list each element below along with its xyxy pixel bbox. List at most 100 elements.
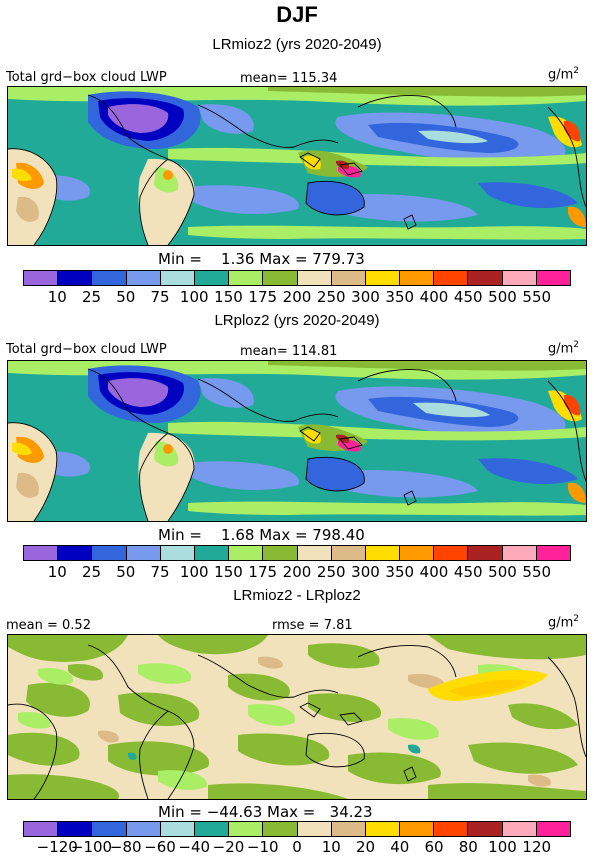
colorbar-tick-label: 400 bbox=[419, 288, 449, 306]
colorbar-swatch bbox=[229, 546, 264, 560]
panel-1-map bbox=[7, 86, 587, 246]
colorbar-tick-label: 50 bbox=[116, 288, 136, 306]
colorbar-swatch bbox=[229, 822, 264, 836]
colorbar-swatch bbox=[92, 546, 127, 560]
colorbar-tick-label: 450 bbox=[453, 563, 483, 581]
colorbar-tick-label: 100 bbox=[488, 838, 517, 856]
colorbar-swatch bbox=[502, 271, 537, 285]
colorbar-swatch bbox=[160, 822, 195, 836]
colorbar-tick-label: 20 bbox=[355, 838, 376, 856]
colorbar-tick-label: 10 bbox=[47, 288, 67, 306]
panel-2-units: g/m2 bbox=[548, 340, 580, 357]
panel-1-subtitle: LRmioz2 (yrs 2020-2049) bbox=[212, 36, 382, 53]
panel-3-subtitle: LRmioz2 - LRploz2 bbox=[233, 587, 361, 604]
colorbar-tick-label: 25 bbox=[81, 288, 102, 306]
colorbar-swatch bbox=[365, 822, 401, 836]
panel-2-field-label: Total grd−box cloud LWP bbox=[6, 342, 167, 357]
panel-3-rmse-label: rmse = 7.81 bbox=[272, 618, 353, 633]
colorbar-tick-label: 300 bbox=[351, 563, 380, 581]
colorbar-tick-label: 250 bbox=[316, 563, 346, 581]
panel-3-units: g/m2 bbox=[548, 614, 580, 631]
colorbar-tick-label: 150 bbox=[214, 563, 243, 581]
colorbar-tick-label: 500 bbox=[488, 563, 517, 581]
colorbar-swatch bbox=[536, 271, 570, 285]
colorbar-tick-label: 10 bbox=[47, 563, 67, 581]
panel-2-colorbar-ticks: 10 25 50 75 100 150 175 200 250 300 350 400 450 500 55… bbox=[23, 563, 571, 581]
colorbar-swatch bbox=[434, 546, 469, 560]
colorbar-tick-label: −80 bbox=[109, 838, 142, 856]
colorbar-swatch bbox=[194, 822, 230, 836]
colorbar-tick-label: 500 bbox=[488, 288, 517, 306]
colorbar-tick-label: −60 bbox=[144, 838, 176, 856]
colorbar-swatch bbox=[468, 271, 503, 285]
colorbar-swatch bbox=[160, 271, 195, 285]
colorbar-swatch bbox=[263, 271, 298, 285]
colorbar-tick-label: 100 bbox=[179, 288, 209, 306]
colorbar-tick-label: 25 bbox=[81, 563, 102, 581]
colorbar-swatch bbox=[502, 546, 537, 560]
colorbar-tick-label: −40 bbox=[178, 838, 211, 856]
colorbar-swatch bbox=[536, 822, 570, 836]
panel-1-units: g/m2 bbox=[548, 66, 580, 83]
colorbar-tick-label: 60 bbox=[424, 838, 444, 856]
colorbar-swatch bbox=[434, 271, 469, 285]
colorbar-tick-label: −120 bbox=[36, 838, 78, 856]
colorbar-swatch bbox=[468, 822, 503, 836]
panel-2-colorbar bbox=[23, 545, 571, 561]
figure-title: DJF bbox=[276, 2, 318, 27]
panel-3-mean-label: mean = 0.52 bbox=[6, 618, 91, 633]
colorbar-tick-label: 120 bbox=[522, 838, 552, 856]
colorbar-swatch bbox=[24, 822, 59, 836]
colorbar-swatch bbox=[536, 546, 570, 560]
colorbar-tick-label: 550 bbox=[522, 288, 552, 306]
colorbar-tick-label: 350 bbox=[385, 563, 415, 581]
colorbar-swatch bbox=[365, 546, 401, 560]
panel-1-min-max: Min = 1.36 Max = 779.73 bbox=[158, 250, 365, 268]
colorbar-swatch bbox=[400, 546, 435, 560]
colorbar-tick-label: 80 bbox=[458, 838, 478, 856]
colorbar-swatch bbox=[331, 271, 366, 285]
panel-1-field-label: Total grd−box cloud LWP bbox=[6, 70, 167, 85]
colorbar-tick-label: 75 bbox=[150, 288, 170, 306]
colorbar-tick-label: 175 bbox=[248, 563, 278, 581]
colorbar-tick-label: −100 bbox=[70, 838, 113, 856]
colorbar-swatch bbox=[24, 546, 59, 560]
colorbar-swatch bbox=[24, 271, 59, 285]
colorbar-swatch bbox=[468, 546, 503, 560]
panel-2-map bbox=[7, 360, 587, 522]
colorbar-swatch bbox=[58, 546, 93, 560]
colorbar-swatch bbox=[58, 822, 93, 836]
colorbar-tick-label: 40 bbox=[390, 838, 410, 856]
colorbar-tick-label: −20 bbox=[212, 838, 245, 856]
colorbar-tick-label: 250 bbox=[316, 288, 346, 306]
colorbar-swatch bbox=[92, 271, 127, 285]
colorbar-tick-label: 550 bbox=[522, 563, 552, 581]
panel-3-map bbox=[7, 634, 587, 800]
colorbar-swatch bbox=[92, 822, 127, 836]
colorbar-swatch bbox=[502, 822, 537, 836]
panel-1-colorbar-ticks: 10 25 50 75 100 150 175 200 250 300 350 400 450 500 55… bbox=[23, 288, 571, 306]
colorbar-tick-label: 0 bbox=[292, 838, 302, 856]
panel-1-mean-label: mean= 115.34 bbox=[240, 71, 338, 86]
colorbar-swatch bbox=[331, 822, 366, 836]
colorbar-swatch bbox=[229, 271, 264, 285]
colorbar-swatch bbox=[58, 271, 93, 285]
colorbar-tick-label: 350 bbox=[385, 288, 415, 306]
panel-2-subtitle: LRploz2 (yrs 2020-2049) bbox=[214, 312, 380, 329]
colorbar-tick-label: 175 bbox=[248, 288, 278, 306]
colorbar-swatch bbox=[297, 546, 332, 560]
colorbar-swatch bbox=[297, 822, 332, 836]
colorbar-tick-label: 200 bbox=[282, 288, 312, 306]
colorbar-swatch bbox=[297, 271, 332, 285]
panel-2-min-max: Min = 1.68 Max = 798.40 bbox=[158, 526, 365, 544]
colorbar-swatch bbox=[126, 546, 161, 560]
panel-3-min-max: Min = −44.63 Max = 34.23 bbox=[158, 803, 373, 821]
colorbar-swatch bbox=[126, 271, 161, 285]
colorbar-swatch bbox=[160, 546, 195, 560]
colorbar-swatch bbox=[126, 822, 161, 836]
colorbar-swatch bbox=[194, 271, 230, 285]
colorbar-swatch bbox=[194, 546, 230, 560]
panel-3-colorbar bbox=[23, 821, 571, 837]
panel-1-colorbar bbox=[23, 270, 571, 286]
colorbar-swatch bbox=[263, 822, 298, 836]
